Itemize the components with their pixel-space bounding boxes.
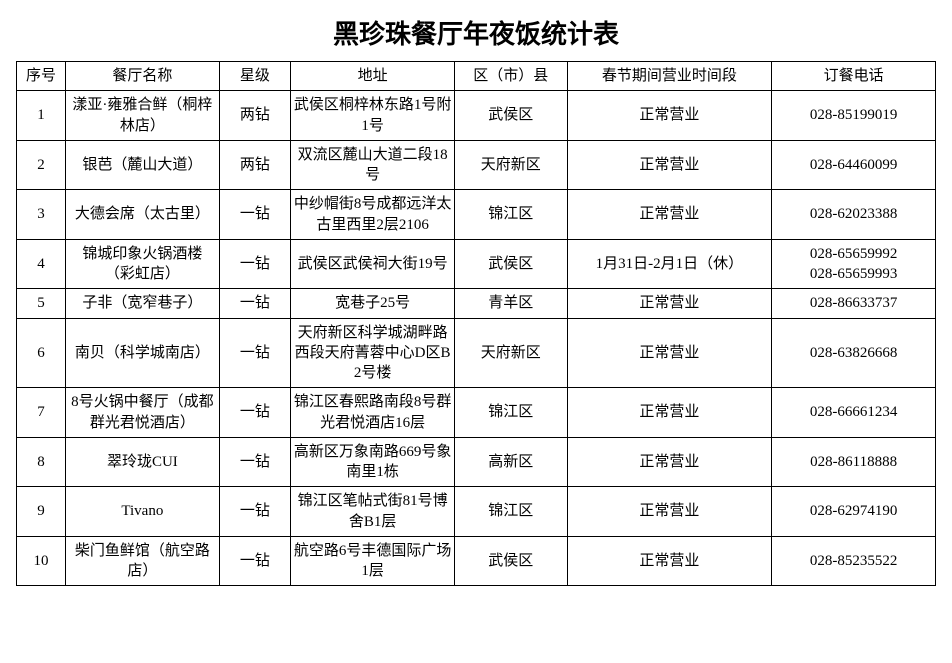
cell-star: 两钻: [219, 140, 291, 190]
page-title: 黑珍珠餐厅年夜饭统计表: [16, 8, 936, 61]
cell-star: 一钻: [219, 487, 291, 537]
cell-addr: 高新区万象南路669号象南里1栋: [291, 437, 455, 487]
cell-addr: 航空路6号丰德国际广场1层: [291, 536, 455, 586]
cell-star: 一钻: [219, 239, 291, 289]
cell-idx: 6: [17, 318, 66, 388]
table-row: 8翠玲珑CUI一钻高新区万象南路669号象南里1栋高新区正常营业028-8611…: [17, 437, 936, 487]
cell-phone: 028-85199019: [772, 91, 936, 141]
cell-addr: 锦江区春熙路南段8号群光君悦酒店16层: [291, 388, 455, 438]
cell-district: 锦江区: [454, 487, 567, 537]
table-row: 4锦城印象火锅酒楼（彩虹店）一钻武侯区武侯祠大街19号武侯区1月31日-2月1日…: [17, 239, 936, 289]
cell-name: 南贝（科学城南店）: [66, 318, 220, 388]
restaurant-table: 序号 餐厅名称 星级 地址 区（市）县 春节期间营业时间段 订餐电话 1漾亚·雍…: [16, 61, 936, 586]
table-row: 1漾亚·雍雅合鲜（桐梓林店）两钻武侯区桐梓林东路1号附1号武侯区正常营业028-…: [17, 91, 936, 141]
table-header-row: 序号 餐厅名称 星级 地址 区（市）县 春节期间营业时间段 订餐电话: [17, 62, 936, 91]
cell-hours: 正常营业: [567, 289, 772, 318]
cell-name: 翠玲珑CUI: [66, 437, 220, 487]
table-row: 3大德会席（太古里）一钻中纱帽街8号成都远洋太古里西里2层2106锦江区正常营业…: [17, 190, 936, 240]
table-row: 10柴门鱼鲜馆（航空路店）一钻航空路6号丰德国际广场1层武侯区正常营业028-8…: [17, 536, 936, 586]
cell-idx: 7: [17, 388, 66, 438]
cell-name: 银芭（麓山大道）: [66, 140, 220, 190]
cell-hours: 正常营业: [567, 318, 772, 388]
table-row: 5子非（宽窄巷子）一钻宽巷子25号青羊区正常营业028-86633737: [17, 289, 936, 318]
cell-district: 青羊区: [454, 289, 567, 318]
cell-hours: 正常营业: [567, 140, 772, 190]
cell-idx: 2: [17, 140, 66, 190]
cell-idx: 5: [17, 289, 66, 318]
col-addr: 地址: [291, 62, 455, 91]
cell-addr: 天府新区科学城湖畔路西段天府菁蓉中心D区B2号楼: [291, 318, 455, 388]
table-row: 6南贝（科学城南店）一钻天府新区科学城湖畔路西段天府菁蓉中心D区B2号楼天府新区…: [17, 318, 936, 388]
cell-idx: 8: [17, 437, 66, 487]
cell-phone: 028-62974190: [772, 487, 936, 537]
cell-name: 子非（宽窄巷子）: [66, 289, 220, 318]
table-row: 2银芭（麓山大道）两钻双流区麓山大道二段18号天府新区正常营业028-64460…: [17, 140, 936, 190]
col-hours: 春节期间营业时间段: [567, 62, 772, 91]
cell-phone: 028-86118888: [772, 437, 936, 487]
cell-star: 两钻: [219, 91, 291, 141]
col-star: 星级: [219, 62, 291, 91]
cell-district: 高新区: [454, 437, 567, 487]
cell-phone: 028-66661234: [772, 388, 936, 438]
cell-hours: 正常营业: [567, 536, 772, 586]
cell-name: Tivano: [66, 487, 220, 537]
cell-addr: 宽巷子25号: [291, 289, 455, 318]
cell-district: 锦江区: [454, 388, 567, 438]
cell-hours: 正常营业: [567, 91, 772, 141]
cell-hours: 正常营业: [567, 190, 772, 240]
cell-idx: 3: [17, 190, 66, 240]
cell-addr: 武侯区武侯祠大街19号: [291, 239, 455, 289]
cell-star: 一钻: [219, 318, 291, 388]
cell-name: 柴门鱼鲜馆（航空路店）: [66, 536, 220, 586]
cell-district: 武侯区: [454, 536, 567, 586]
table-row: 78号火锅中餐厅（成都群光君悦酒店）一钻锦江区春熙路南段8号群光君悦酒店16层锦…: [17, 388, 936, 438]
col-district: 区（市）县: [454, 62, 567, 91]
cell-star: 一钻: [219, 289, 291, 318]
cell-star: 一钻: [219, 190, 291, 240]
cell-district: 天府新区: [454, 318, 567, 388]
cell-phone: 028-85235522: [772, 536, 936, 586]
table-body: 1漾亚·雍雅合鲜（桐梓林店）两钻武侯区桐梓林东路1号附1号武侯区正常营业028-…: [17, 91, 936, 586]
col-name: 餐厅名称: [66, 62, 220, 91]
cell-star: 一钻: [219, 536, 291, 586]
cell-idx: 1: [17, 91, 66, 141]
cell-hours: 正常营业: [567, 388, 772, 438]
cell-hours: 正常营业: [567, 487, 772, 537]
col-phone: 订餐电话: [772, 62, 936, 91]
cell-hours: 正常营业: [567, 437, 772, 487]
cell-idx: 4: [17, 239, 66, 289]
cell-phone: 028-62023388: [772, 190, 936, 240]
cell-addr: 武侯区桐梓林东路1号附1号: [291, 91, 455, 141]
table-row: 9Tivano一钻锦江区笔帖式街81号博舍B1层锦江区正常营业028-62974…: [17, 487, 936, 537]
cell-district: 武侯区: [454, 239, 567, 289]
cell-name: 大德会席（太古里）: [66, 190, 220, 240]
cell-hours: 1月31日-2月1日（休）: [567, 239, 772, 289]
cell-idx: 9: [17, 487, 66, 537]
col-idx: 序号: [17, 62, 66, 91]
cell-name: 8号火锅中餐厅（成都群光君悦酒店）: [66, 388, 220, 438]
cell-district: 天府新区: [454, 140, 567, 190]
cell-name: 漾亚·雍雅合鲜（桐梓林店）: [66, 91, 220, 141]
cell-addr: 双流区麓山大道二段18号: [291, 140, 455, 190]
cell-phone: 028-63826668: [772, 318, 936, 388]
cell-idx: 10: [17, 536, 66, 586]
cell-name: 锦城印象火锅酒楼（彩虹店）: [66, 239, 220, 289]
cell-phone: 028-64460099: [772, 140, 936, 190]
cell-addr: 中纱帽街8号成都远洋太古里西里2层2106: [291, 190, 455, 240]
cell-district: 武侯区: [454, 91, 567, 141]
cell-star: 一钻: [219, 437, 291, 487]
cell-district: 锦江区: [454, 190, 567, 240]
cell-star: 一钻: [219, 388, 291, 438]
cell-phone: 028-65659992028-65659993: [772, 239, 936, 289]
cell-phone: 028-86633737: [772, 289, 936, 318]
cell-addr: 锦江区笔帖式街81号博舍B1层: [291, 487, 455, 537]
